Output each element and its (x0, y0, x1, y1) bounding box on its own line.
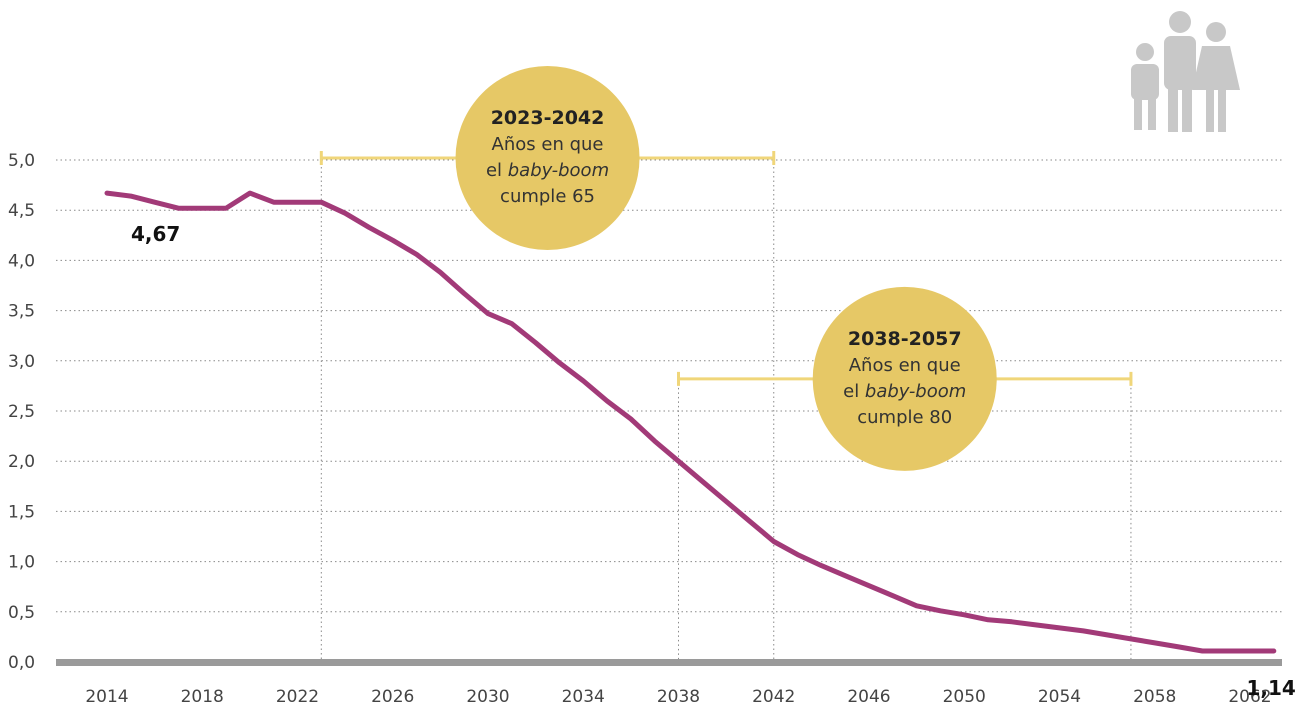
annotation-line1: Años en que (492, 134, 604, 155)
series-group (104, 190, 1277, 654)
x-tick-label: 2058 (1133, 687, 1176, 707)
annotation-title: 2038-2057 (848, 328, 962, 350)
x-axis-baseline (56, 659, 1282, 666)
y-tick-label: 4,5 (8, 201, 35, 221)
y-tick-label: 2,5 (8, 402, 35, 422)
y-tick-label: 3,5 (8, 302, 35, 322)
x-tick-label: 2054 (1038, 687, 1081, 707)
y-tick-label: 1,5 (8, 502, 35, 522)
x-tick-label: 2018 (181, 687, 224, 707)
y-tick-label: 2,0 (8, 452, 35, 472)
y-tick-label: 4,0 (8, 251, 35, 271)
x-tick-label: 2062 (1228, 687, 1271, 707)
y-tick-label: 0,0 (8, 653, 35, 673)
annotation-bubble (455, 66, 640, 250)
x-tick-label: 2026 (371, 687, 414, 707)
annotation-line2: el baby-boom (486, 160, 609, 181)
annotations: 2023-2042 Años en que el baby-boom cumple 6… (319, 66, 1133, 662)
grid (56, 159, 1282, 613)
x-tick-label: 2046 (847, 687, 890, 707)
y-tick-label: 1,0 (8, 553, 35, 573)
annotation-line1: Años en que (849, 355, 961, 376)
x-tick-label: 2050 (943, 687, 986, 707)
series-line (104, 190, 1277, 654)
data-label-start: 4,67 (131, 222, 180, 246)
y-tick-label: 3,0 (8, 352, 35, 372)
annotation-line3: cumple 65 (500, 186, 595, 207)
x-tick-label: 2030 (466, 687, 509, 707)
y-tick-label: 0,5 (8, 603, 35, 623)
annotation-bubble (812, 286, 997, 471)
data-label-end: 1,14 (1246, 676, 1295, 700)
annotation-line3: cumple 80 (857, 407, 952, 428)
y-tick-label: 5,0 (8, 151, 35, 171)
annotation-title: 2023-2042 (491, 107, 605, 129)
x-tick-label: 2034 (562, 687, 605, 707)
x-tick-label: 2022 (276, 687, 319, 707)
x-tick-label: 2014 (85, 687, 128, 707)
x-tick-label: 2042 (752, 687, 795, 707)
x-tick-label: 2038 (657, 687, 700, 707)
family-icon (1131, 11, 1240, 132)
data-labels: 4,67 1,14 (131, 222, 1296, 700)
y-axis-ticks: 0,0 0,5 1,0 1,5 2,0 2,5 3,0 3,5 4,0 4,5 5,0 (8, 151, 35, 673)
x-axis-ticks: 2014 2018 2022 2026 2030 2034 2038 2042 2046 2050… (85, 687, 1271, 707)
annotation-line2: el baby-boom (843, 381, 966, 402)
